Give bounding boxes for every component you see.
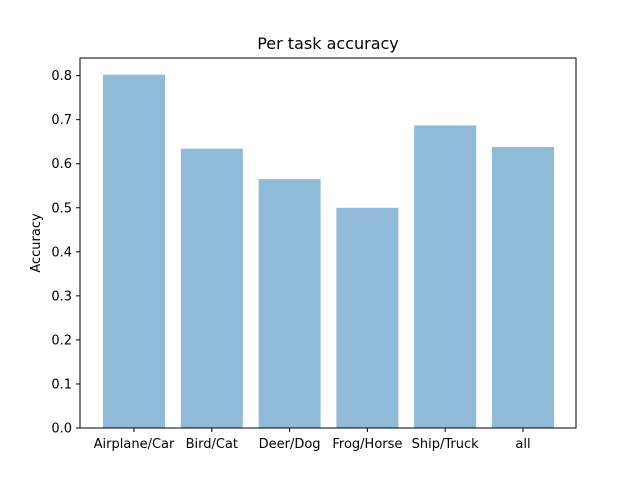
bar [258,179,321,428]
y-tick-label: 0.4 [51,245,72,260]
x-tick-label: Bird/Cat [186,437,238,452]
y-tick-label: 0.1 [51,377,72,392]
bar [180,148,243,428]
x-tick-label: Ship/Truck [412,437,479,452]
bar [492,147,554,428]
y-tick-label: 0.2 [51,333,72,348]
y-tick-label: 0.5 [51,201,72,216]
y-tick-label: 0.3 [51,289,72,304]
bar [336,207,399,428]
y-axis-title: Accuracy [29,213,44,273]
x-axis-ticks: Airplane/Car Bird/Cat Deer/Dog Frog/Horse Sh… [94,428,531,452]
y-axis-ticks: 0.0 0.1 0.2 0.3 0.4 0.5 0.6 0.7 0.8 [51,69,80,437]
y-tick-label: 0.7 [51,113,72,128]
bar [414,125,477,429]
y-tick-label: 0.6 [51,157,72,172]
x-tick-label: Airplane/Car [94,437,175,452]
y-tick-label: 0.8 [51,69,72,84]
plot-area-frame [79,57,577,429]
bars-group [103,74,554,429]
y-tick-label: 0.0 [51,422,72,437]
x-tick-label: all [515,437,530,452]
chart-title: Per task accuracy [257,34,399,53]
x-tick-label: Deer/Dog [259,437,321,452]
bar [103,74,165,428]
x-tick-label: Frog/Horse [332,437,402,452]
